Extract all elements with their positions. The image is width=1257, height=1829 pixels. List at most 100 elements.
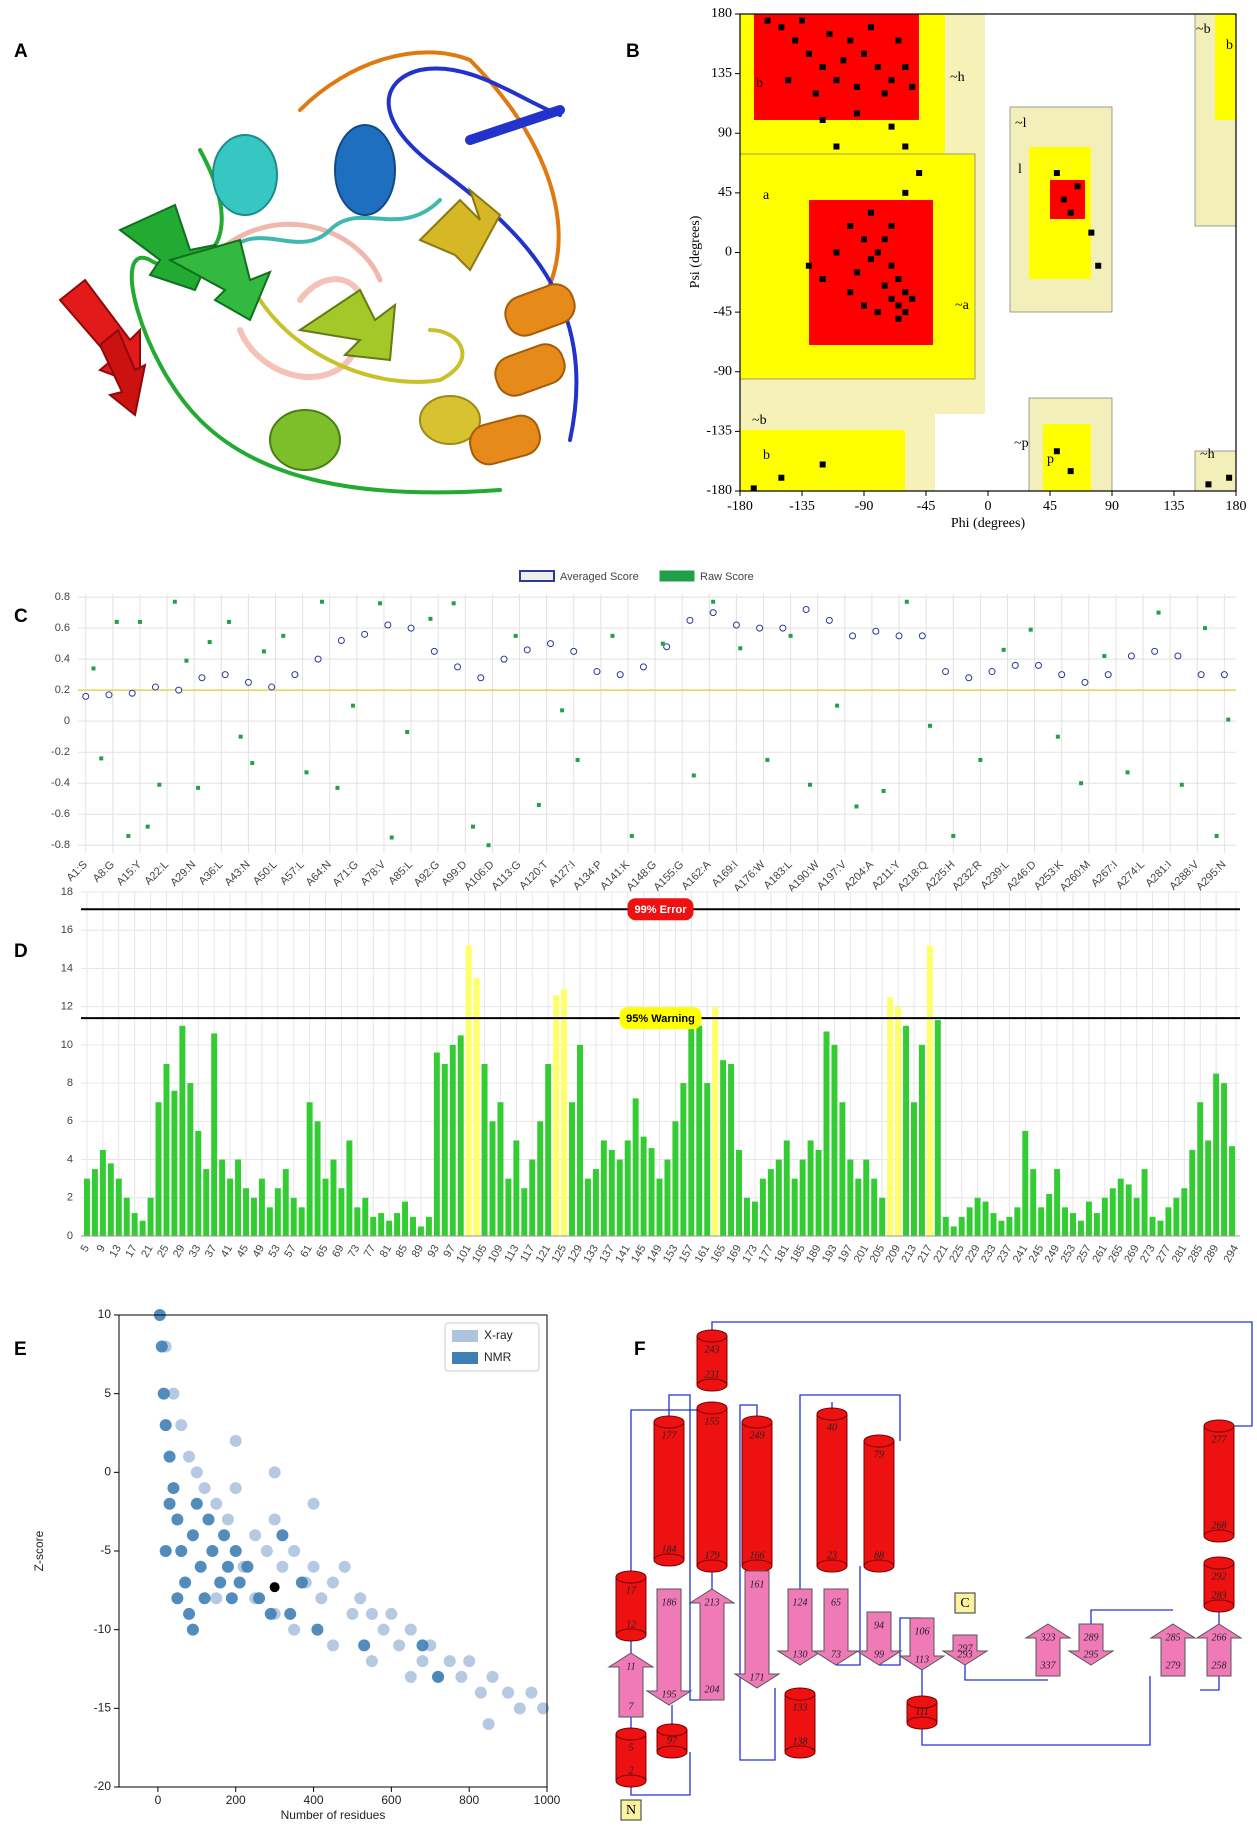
helix-cap (616, 1728, 646, 1740)
bar (983, 1202, 989, 1236)
bar (1134, 1198, 1140, 1236)
bar (275, 1188, 281, 1236)
bar (625, 1140, 631, 1236)
score-point (222, 672, 228, 678)
residue-label: 292 (1212, 1571, 1227, 1582)
bar (323, 1179, 329, 1236)
x-tick-label: -90 (855, 499, 874, 514)
y-tick-label: -15 (94, 1701, 112, 1715)
structure-point (171, 1592, 183, 1604)
x-tick-label: 193 (820, 1243, 840, 1265)
residue-label: 283 (1212, 1590, 1227, 1601)
bar (108, 1163, 114, 1236)
residue-point (861, 51, 867, 57)
bar (1221, 1083, 1227, 1236)
x-tick-label: 33 (187, 1243, 204, 1260)
score-point (1082, 679, 1088, 685)
bar (728, 1064, 734, 1236)
y-tick-label: 18 (61, 886, 73, 898)
structure-point (269, 1466, 281, 1478)
structure-point (234, 1576, 246, 1588)
score-point (524, 647, 530, 653)
score-point (455, 664, 461, 670)
residue-label: 17 (626, 1585, 637, 1596)
bar (935, 1020, 941, 1236)
residue-label: 184 (662, 1544, 677, 1555)
bar (553, 995, 559, 1236)
residue-label: 337 (1040, 1660, 1057, 1671)
score-point (199, 675, 205, 681)
score-point (176, 687, 182, 693)
bar (585, 1179, 591, 1236)
bar (561, 989, 567, 1236)
residue-label: 266 (1212, 1632, 1227, 1643)
bar (1165, 1207, 1171, 1236)
y-tick-label: 10 (61, 1039, 73, 1051)
x-tick-label: 45 (235, 1243, 252, 1260)
bar (203, 1169, 209, 1236)
structure-point (249, 1529, 261, 1541)
x-tick-label: 145 (629, 1243, 649, 1265)
x-tick-label: A113:G (489, 859, 523, 893)
legend-swatch (452, 1330, 478, 1342)
score-point (338, 638, 344, 644)
residue-point (902, 64, 908, 70)
residue-point (875, 309, 881, 315)
bar (243, 1188, 249, 1236)
y-tick-label: 45 (718, 185, 732, 200)
residue-label: 293 (958, 1649, 973, 1660)
bar (1102, 1198, 1108, 1236)
helix-cap (654, 1416, 684, 1428)
residue-label: 73 (831, 1649, 841, 1660)
bar (442, 1064, 448, 1236)
x-tick-label: 141 (613, 1243, 633, 1265)
score-point (966, 675, 972, 681)
bar (831, 1045, 837, 1236)
structure-point (265, 1608, 277, 1620)
score-point (262, 649, 266, 653)
residue-label: 179 (705, 1550, 720, 1561)
structure-point (288, 1624, 300, 1636)
threshold-label: 95% Warning (626, 1013, 695, 1025)
bar (458, 1035, 464, 1236)
x-tick-label: 117 (518, 1243, 537, 1264)
bar (307, 1102, 313, 1236)
x-tick-label: A8:G (91, 859, 117, 885)
bar (410, 1217, 416, 1236)
bar (156, 1102, 162, 1236)
x-tick-label: 93 (425, 1243, 442, 1260)
helix-cap (654, 1554, 684, 1566)
score-point (269, 684, 275, 690)
x-tick-label: 261 (1090, 1243, 1110, 1265)
bar (776, 1160, 782, 1236)
score-point (129, 690, 135, 696)
residue-point (1054, 170, 1060, 176)
region-label: b (756, 76, 763, 91)
helix (335, 125, 395, 215)
bar (887, 997, 893, 1236)
bar (641, 1137, 647, 1236)
structure-point (183, 1451, 195, 1463)
residue-point (889, 124, 895, 130)
residue-point (1095, 263, 1101, 269)
score-point (710, 610, 716, 616)
x-tick-label: 149 (645, 1243, 665, 1265)
bar (545, 1064, 551, 1236)
bar (664, 1160, 670, 1236)
bar (998, 1221, 1004, 1236)
x-tick-label: 105 (470, 1243, 490, 1265)
residue-label: 65 (831, 1597, 841, 1608)
structure-point (444, 1655, 456, 1667)
structure-point (156, 1340, 168, 1352)
residue-point (875, 64, 881, 70)
residue-label: 285 (1166, 1632, 1181, 1643)
bar (1157, 1221, 1163, 1236)
x-tick-label: -180 (727, 499, 753, 514)
bar (92, 1169, 98, 1236)
helix-cap (697, 1379, 727, 1391)
structure-point (366, 1608, 378, 1620)
score-point (1056, 735, 1060, 739)
x-tick-label: 90 (1105, 499, 1119, 514)
x-tick-label: 77 (362, 1243, 379, 1260)
score-point (640, 664, 646, 670)
